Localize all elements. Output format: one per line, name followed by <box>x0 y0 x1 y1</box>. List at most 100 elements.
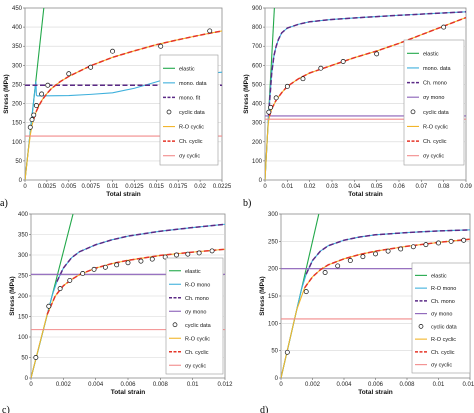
x-tick-label: 0.0025 <box>38 184 57 190</box>
legend-item-y-cyclic: σy cyclic <box>407 154 444 160</box>
legend-item-ch-cyclic: Ch. cyclic <box>407 139 447 145</box>
y-tick-label: 50 <box>15 159 22 165</box>
x-axis-label: Total strain <box>348 191 383 198</box>
legend-label: R-O cyclic <box>423 124 448 130</box>
y-tick-label: 0 <box>259 178 263 184</box>
legend-item-y-cyclic: σy cyclic <box>163 154 200 160</box>
legend-item-cyclic-data: cyclic data <box>166 109 206 116</box>
series-group <box>25 8 222 180</box>
data-point-cyclic-data <box>138 258 144 264</box>
legend-item-elastic: elastic <box>407 51 439 57</box>
legend-label: σy cyclic <box>185 363 206 369</box>
series-line-ch-mono <box>305 229 470 275</box>
legend-item-ch-mono: Ch. mono <box>169 296 209 302</box>
x-tick-label: 0.01 <box>107 184 119 190</box>
series-line-ch-mono <box>267 11 466 116</box>
data-point-cyclic-data <box>347 258 353 263</box>
legend-swatch <box>418 324 424 329</box>
data-point-cyclic-data <box>373 251 378 257</box>
legend-label: σy cyclic <box>179 154 200 160</box>
legend-label: R-O cyclic <box>431 337 456 343</box>
data-point-cyclic-data <box>114 262 120 268</box>
panel-2: 0 100 200 300 400 500 600 700 800 900 0 0.01 0.02 0.0… <box>243 6 472 209</box>
y-tick-label: 100 <box>18 335 29 341</box>
y-tick-label: 250 <box>18 274 29 280</box>
y-tick-label: 250 <box>268 239 279 245</box>
y-tick-label: 250 <box>12 82 23 88</box>
y-axis-label: Stress (MPa) <box>3 74 10 113</box>
data-point-cyclic-data <box>125 260 131 266</box>
y-tick-label: 100 <box>268 321 279 327</box>
panel-label: d) <box>260 405 268 413</box>
x-tick-label: 0.0175 <box>169 184 188 190</box>
series-line-mono-data <box>265 11 466 180</box>
data-point-cyclic-data <box>207 28 213 34</box>
legend-label: Ch. mono <box>431 299 455 305</box>
x-tick-label: 0.09 <box>460 184 472 190</box>
y-tick-label: 450 <box>12 6 23 12</box>
x-axis-label: Total strain <box>111 389 146 396</box>
y-tick-label: 0 <box>275 376 279 382</box>
y-tick-label: 50 <box>21 356 28 362</box>
legend-label: mono. data <box>423 66 451 72</box>
data-point-cyclic-data <box>448 238 454 244</box>
x-tick-label: 0.08 <box>438 184 450 190</box>
legend-label: σy mono <box>185 309 206 315</box>
y-tick-label: 150 <box>18 315 29 321</box>
legend-item-y-mono: σy mono <box>169 309 206 315</box>
y-tick-label: 300 <box>268 212 279 218</box>
data-point-cyclic-data <box>300 76 306 82</box>
data-point-cyclic-data <box>385 248 391 254</box>
y-tick-label: 350 <box>18 233 29 239</box>
legend-label: σy cyclic <box>431 363 452 369</box>
data-point-cyclic-data <box>149 256 155 262</box>
legend-label: Ch. cyclic <box>185 350 209 356</box>
x-tick-label: 0.012 <box>462 382 474 388</box>
data-point-cyclic-data <box>39 91 45 97</box>
data-point-cyclic-data <box>27 124 33 130</box>
y-tick-label: 300 <box>252 121 263 127</box>
panel-label: c) <box>2 405 10 413</box>
x-axis-label: Total strain <box>106 191 141 198</box>
legend-box <box>403 39 465 166</box>
x-tick-label: 0.002 <box>56 382 72 388</box>
x-tick-label: 0.02 <box>304 184 316 190</box>
y-tick-label: 200 <box>252 140 263 146</box>
series-group <box>265 8 466 180</box>
legend-label: cyclic data <box>179 110 206 116</box>
legend: elastic mono. data mono. fit cyclic data R-O… <box>159 54 219 166</box>
legend-label: Ch. cyclic <box>423 139 447 145</box>
series-line-ch-mono <box>56 223 225 282</box>
data-point-cyclic-data <box>461 237 467 243</box>
x-tick-label: 0.0225 <box>213 184 232 190</box>
x-tick-label: 0.01 <box>187 382 199 388</box>
legend-label: cyclic data <box>185 323 212 329</box>
x-tick-label: 0.008 <box>153 382 169 388</box>
data-point-cyclic-data <box>31 112 37 118</box>
legend-item-r-o-cyclic: R-O cyclic <box>169 336 210 342</box>
legend-label: Ch. mono <box>185 296 209 302</box>
legend-item-elastic: elastic <box>415 273 447 279</box>
legend-item-y-cyclic: σy cyclic <box>415 363 452 369</box>
data-point-cyclic-data <box>318 65 324 71</box>
legend-item-elastic: elastic <box>169 269 201 275</box>
data-point-cyclic-data <box>110 48 116 54</box>
legend-label: σy mono <box>431 312 452 318</box>
x-tick-label: 0.008 <box>399 382 415 388</box>
x-tick-label: 0 <box>263 184 267 190</box>
legend-label: σy mono <box>423 95 444 101</box>
y-tick-label: 50 <box>271 349 278 355</box>
legend-item-ch-mono: Ch. mono <box>415 299 455 305</box>
x-tick-label: 0.012 <box>217 382 233 388</box>
data-point-cyclic-data <box>284 349 290 355</box>
data-point-cyclic-data <box>91 266 97 272</box>
legend: elastic R-O mono Ch. mono σy mono cyclic dat… <box>411 262 471 374</box>
legend-item-cyclic-data: cyclic data <box>410 109 450 116</box>
legend-item-ch-cyclic: Ch. cyclic <box>415 350 455 356</box>
legend-label: elastic <box>185 269 201 275</box>
data-point-cyclic-data <box>196 250 202 256</box>
y-tick-label: 350 <box>12 44 23 50</box>
legend-label: Ch. cyclic <box>431 350 455 356</box>
data-point-cyclic-data <box>46 303 52 309</box>
legend-item-mono-data: mono. data <box>407 66 451 72</box>
